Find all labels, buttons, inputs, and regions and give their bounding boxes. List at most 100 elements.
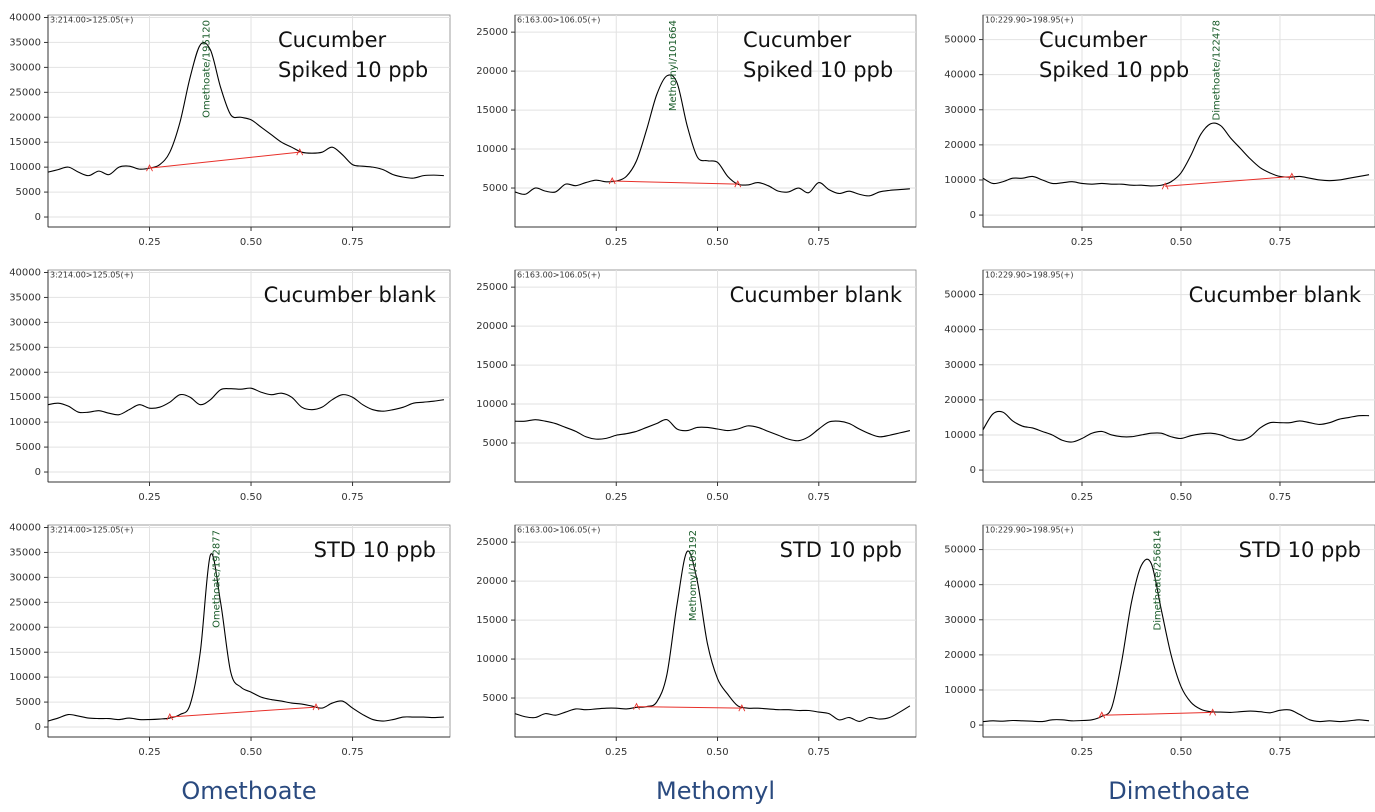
y-tick-label: 35000: [9, 37, 41, 48]
peak-label: Dimethoate/256814: [1152, 530, 1163, 631]
y-tick-label: 25000: [476, 537, 508, 548]
y-tick-label: 20000: [9, 367, 41, 378]
trace: [47, 42, 444, 179]
sample-label: Cucumber blank: [264, 283, 437, 307]
y-tick-label: 15000: [476, 360, 508, 371]
y-tick-label: 15000: [476, 105, 508, 116]
y-tick-label: 10000: [476, 144, 508, 155]
trace: [982, 410, 1370, 443]
sample-label: STD 10 ppb: [1239, 538, 1361, 562]
trace: [514, 550, 911, 722]
peak-label: Methomyl/101664: [668, 20, 679, 111]
integration-baseline: [1101, 711, 1213, 716]
y-tick-label: 5000: [483, 438, 508, 449]
y-tick-label: 5000: [16, 187, 41, 198]
y-tick-label: 30000: [944, 360, 976, 371]
x-tick-label: 0.25: [1071, 492, 1093, 503]
column-label: Dimethoate: [1108, 777, 1249, 805]
trace: [982, 122, 1370, 187]
x-tick-label: 0.75: [1269, 237, 1291, 248]
x-tick-label: 0.75: [1269, 492, 1291, 503]
y-tick-label: 10000: [944, 175, 976, 186]
sample-label: Spiked 10 ppb: [743, 58, 893, 82]
trace: [47, 553, 444, 722]
x-tick-label: 0.25: [605, 492, 627, 503]
sample-label: Cucumber: [1039, 28, 1148, 52]
column-label: Omethoate: [181, 777, 316, 805]
plot-frame: [514, 14, 917, 228]
y-tick-label: 30000: [9, 317, 41, 328]
trace: [47, 387, 444, 416]
channel-title: 10:229.90>198.95(+): [985, 16, 1074, 25]
y-tick-label: 20000: [476, 321, 508, 332]
y-tick-label: 25000: [9, 597, 41, 608]
x-tick-label: 0.75: [808, 492, 830, 503]
integration-baseline: [149, 151, 300, 169]
y-tick-label: 0: [970, 210, 976, 221]
baseline-marker: [312, 703, 320, 711]
integration-baseline: [169, 706, 317, 718]
y-tick-label: 15000: [476, 615, 508, 626]
channel-title: 10:229.90>198.95(+): [985, 271, 1074, 280]
y-tick-label: 5000: [16, 442, 41, 453]
y-tick-label: 10000: [476, 654, 508, 665]
sample-label: Spiked 10 ppb: [1039, 58, 1189, 82]
x-tick-label: 0.50: [706, 747, 728, 758]
y-tick-label: 25000: [9, 87, 41, 98]
y-tick-label: 35000: [9, 547, 41, 558]
y-tick-label: 0: [970, 720, 976, 731]
baseline-marker: [608, 177, 616, 185]
sample-label: Cucumber: [278, 28, 387, 52]
peak-label: Omethoate/192877: [211, 530, 222, 628]
baseline-marker: [1098, 711, 1106, 719]
y-tick-label: 20000: [944, 650, 976, 661]
y-tick-label: 10000: [476, 399, 508, 410]
x-tick-label: 0.75: [341, 237, 363, 248]
x-tick-label: 0.25: [138, 492, 160, 503]
sample-label: Cucumber: [743, 28, 852, 52]
x-tick-label: 0.50: [1170, 492, 1192, 503]
baseline-marker: [146, 164, 153, 172]
y-tick-label: 5000: [483, 693, 508, 704]
y-tick-label: 40000: [9, 267, 41, 278]
y-tick-label: 10000: [9, 672, 41, 683]
y-tick-label: 0: [35, 722, 41, 733]
trace: [514, 74, 910, 197]
y-tick-label: 5000: [16, 697, 41, 708]
baseline-marker: [1161, 182, 1169, 190]
baseline-marker: [738, 704, 746, 712]
integration-baseline: [1165, 175, 1292, 187]
y-tick-label: 30000: [9, 572, 41, 583]
y-tick-label: 50000: [944, 545, 976, 556]
sample-label: Cucumber blank: [730, 283, 903, 307]
integration-baseline: [636, 706, 742, 709]
baseline-marker: [734, 180, 742, 188]
x-tick-label: 0.50: [1170, 237, 1192, 248]
y-tick-label: 10000: [9, 162, 41, 173]
x-tick-label: 0.50: [706, 237, 728, 248]
trace: [514, 418, 911, 442]
y-tick-label: 20000: [9, 622, 41, 633]
x-tick-label: 0.50: [1170, 747, 1192, 758]
y-tick-label: 40000: [9, 12, 41, 23]
y-tick-label: 0: [35, 212, 41, 223]
sample-label: Cucumber blank: [1189, 283, 1362, 307]
y-tick-label: 20000: [476, 66, 508, 77]
channel-title: 6:163.00>106.05(+): [517, 526, 600, 535]
x-tick-label: 0.75: [341, 492, 363, 503]
x-tick-label: 0.50: [240, 747, 262, 758]
sample-label: STD 10 ppb: [780, 538, 902, 562]
y-tick-label: 10000: [9, 417, 41, 428]
baseline-marker: [1209, 708, 1217, 716]
y-tick-label: 40000: [944, 325, 976, 336]
y-tick-label: 30000: [9, 62, 41, 73]
y-tick-label: 10000: [944, 685, 976, 696]
y-tick-label: 20000: [9, 112, 41, 123]
baseline-marker: [633, 702, 640, 710]
y-tick-label: 25000: [476, 27, 508, 38]
y-tick-label: 20000: [476, 576, 508, 587]
column-label: Methomyl: [656, 777, 775, 805]
sample-label: Spiked 10 ppb: [278, 58, 428, 82]
